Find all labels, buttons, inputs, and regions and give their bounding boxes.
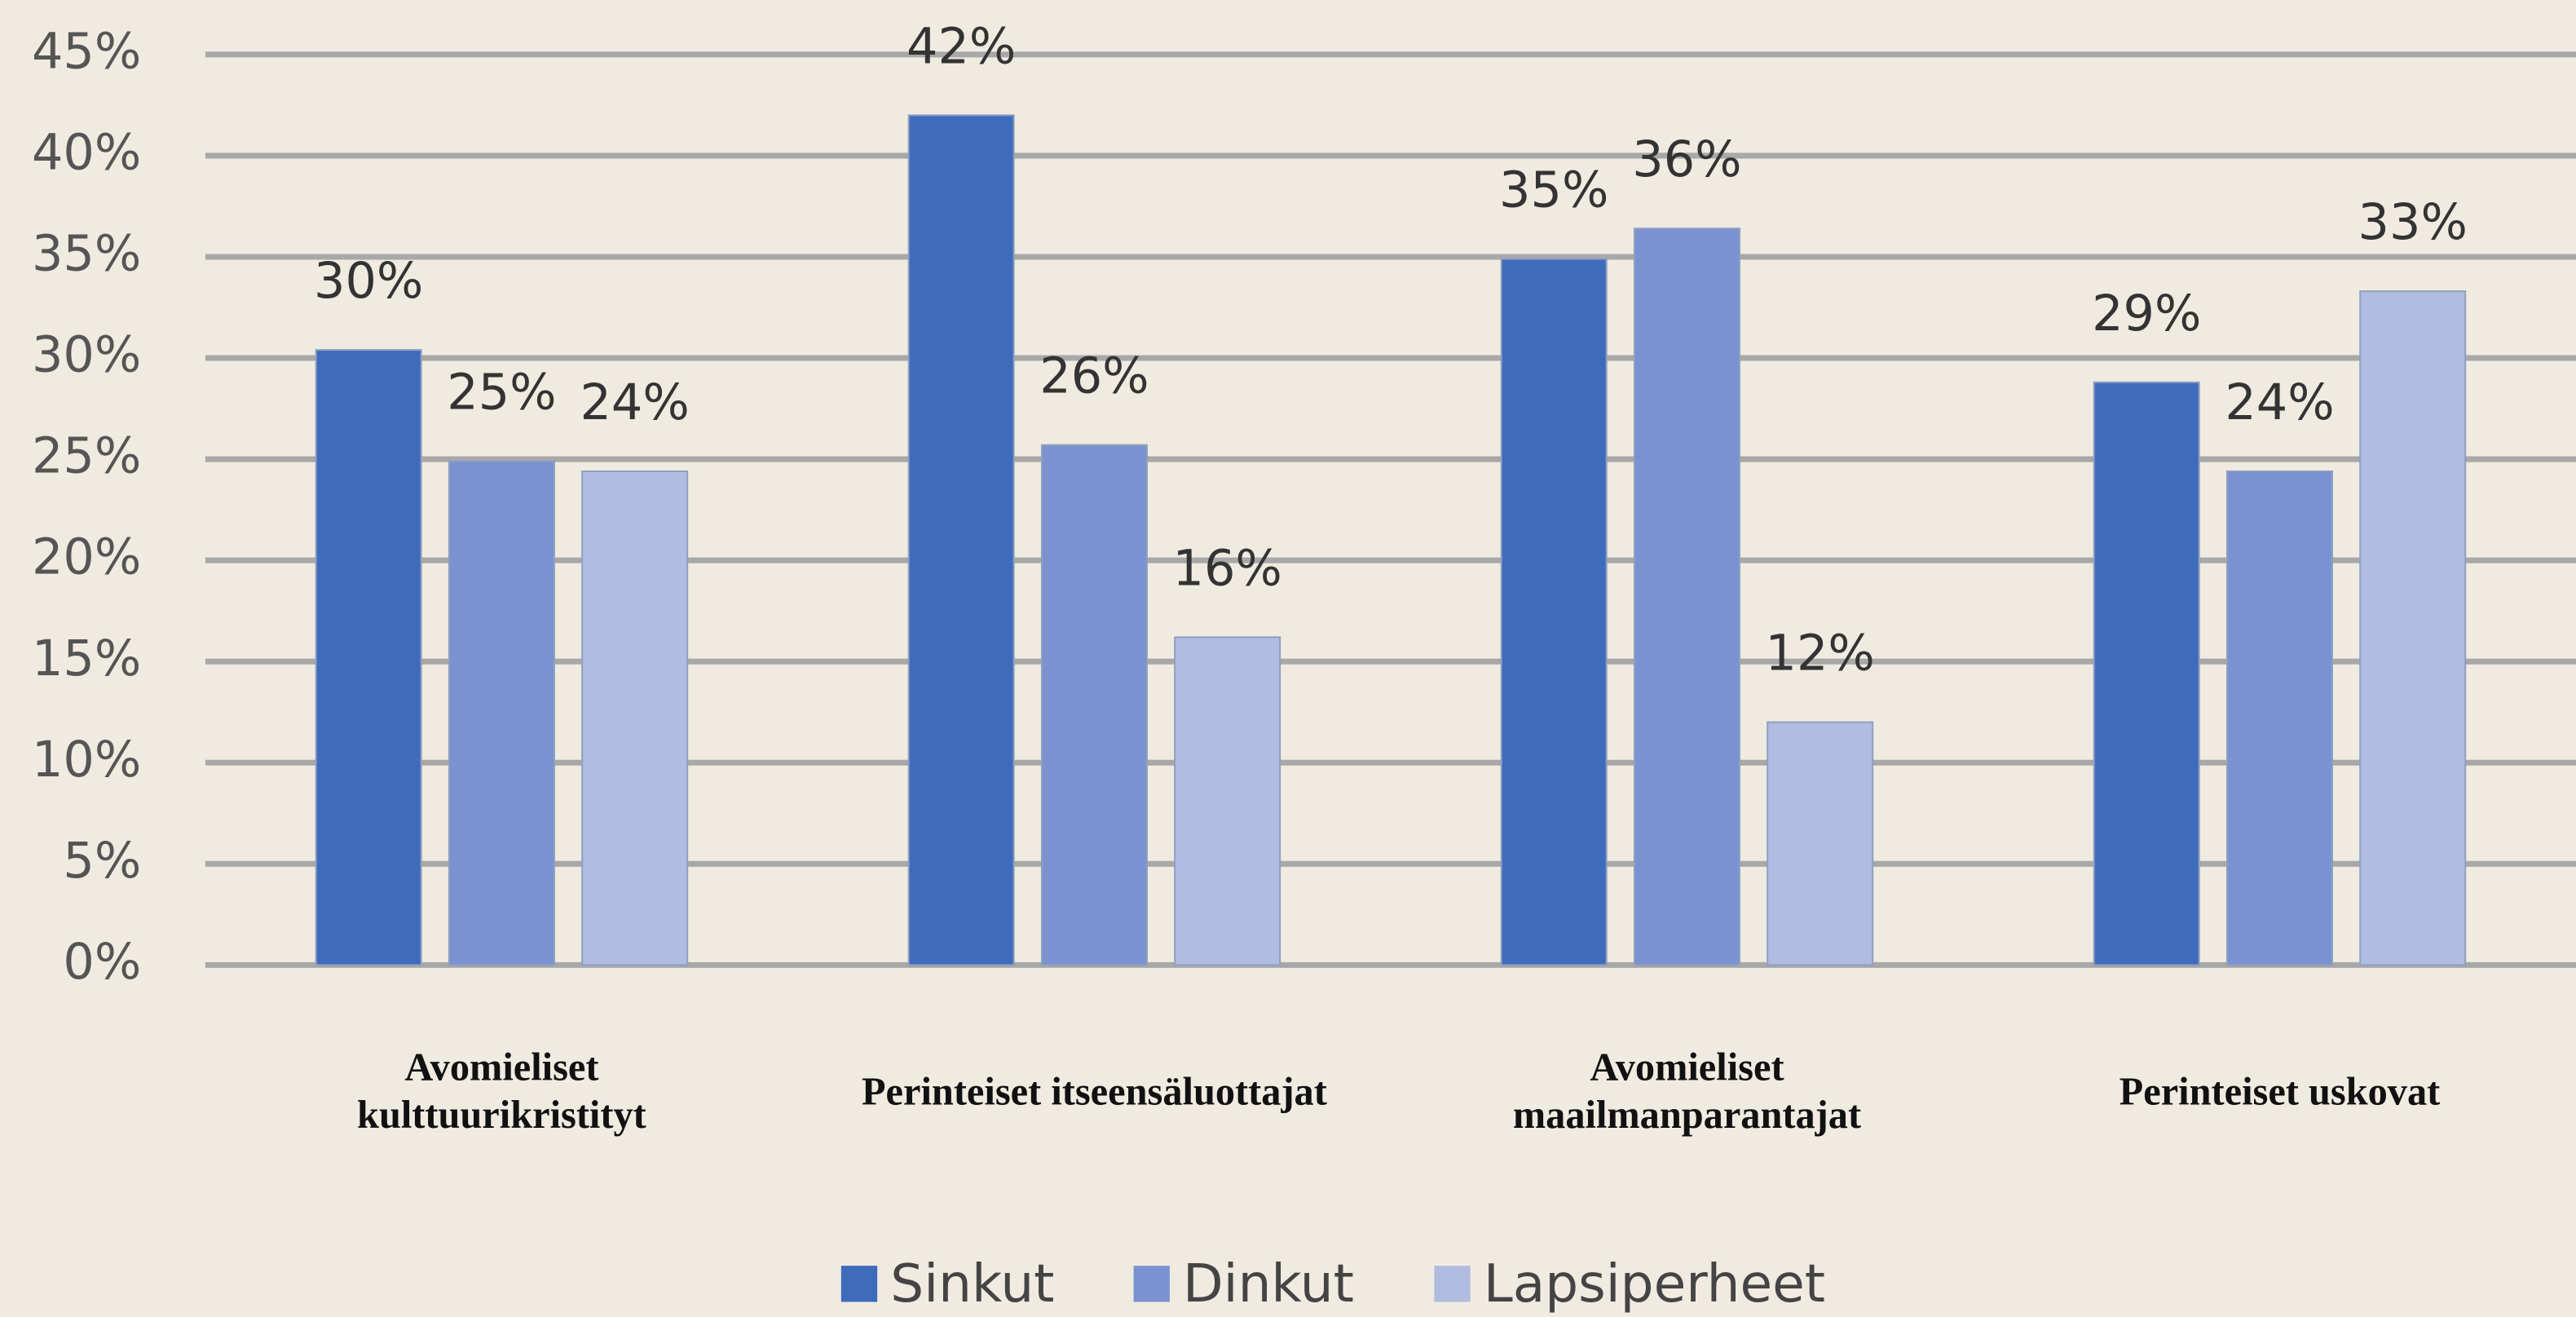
data-label: 24% <box>2225 374 2334 431</box>
y-tick-label: 10% <box>32 731 141 789</box>
x-tick-label-box: Avomieliset maailmanparantajat <box>1512 1047 1862 1138</box>
data-label: 16% <box>1173 540 1282 597</box>
data-label: 42% <box>906 18 1016 75</box>
bar <box>1633 228 1740 966</box>
data-label: 24% <box>580 374 689 431</box>
y-tick-label: 30% <box>32 327 141 384</box>
data-label: 26% <box>1039 348 1149 405</box>
bar <box>581 470 689 966</box>
bar <box>2093 381 2200 966</box>
data-label: 35% <box>1499 161 1608 219</box>
data-label: 33% <box>2358 194 2468 251</box>
data-label: 25% <box>447 365 556 422</box>
bar <box>448 460 555 966</box>
x-tick-label: Perinteiset uskovat <box>2119 1071 2441 1114</box>
x-tick-label-box: Avomieliset kulttuurikristityt <box>357 1047 646 1138</box>
y-tick-label: 15% <box>32 630 141 687</box>
y-tick-label: 35% <box>32 226 141 283</box>
bar <box>1040 444 1148 966</box>
y-tick-label: 25% <box>32 428 141 485</box>
bar <box>907 114 1015 966</box>
bar <box>1174 636 1281 966</box>
bar <box>2359 290 2467 966</box>
x-tick-label-box: Perinteiset itseensäluottajat <box>861 1071 1327 1114</box>
y-tick-label: 5% <box>63 833 141 890</box>
y-tick-label: 20% <box>32 529 141 586</box>
y-tick-label: 40% <box>32 125 141 182</box>
x-tick-label-box: Perinteiset uskovat <box>2119 1071 2441 1114</box>
y-tick-label: 0% <box>63 934 141 991</box>
legend-swatch <box>1133 1266 1170 1302</box>
bar <box>2225 470 2333 966</box>
legend-label: Lapsiperheet <box>1484 1253 1825 1315</box>
legend-label: Dinkut <box>1183 1253 1354 1315</box>
x-tick-label: Avomieliset maailmanparantajat <box>1512 1047 1862 1138</box>
data-label: 30% <box>314 253 423 310</box>
data-label: 29% <box>2092 285 2201 343</box>
x-tick-label: Perinteiset itseensäluottajat <box>861 1071 1327 1114</box>
data-label: 12% <box>1766 625 1875 683</box>
legend-label: Sinkut <box>890 1253 1054 1315</box>
y-tick-label: 45% <box>32 23 141 80</box>
legend-swatch <box>1434 1266 1471 1302</box>
bar <box>1767 721 1874 966</box>
legend-swatch <box>840 1266 878 1302</box>
x-tick-label: Avomieliset kulttuurikristityt <box>357 1047 646 1138</box>
bar <box>1500 258 1608 966</box>
bar <box>315 349 422 966</box>
data-label: 36% <box>1632 131 1741 188</box>
